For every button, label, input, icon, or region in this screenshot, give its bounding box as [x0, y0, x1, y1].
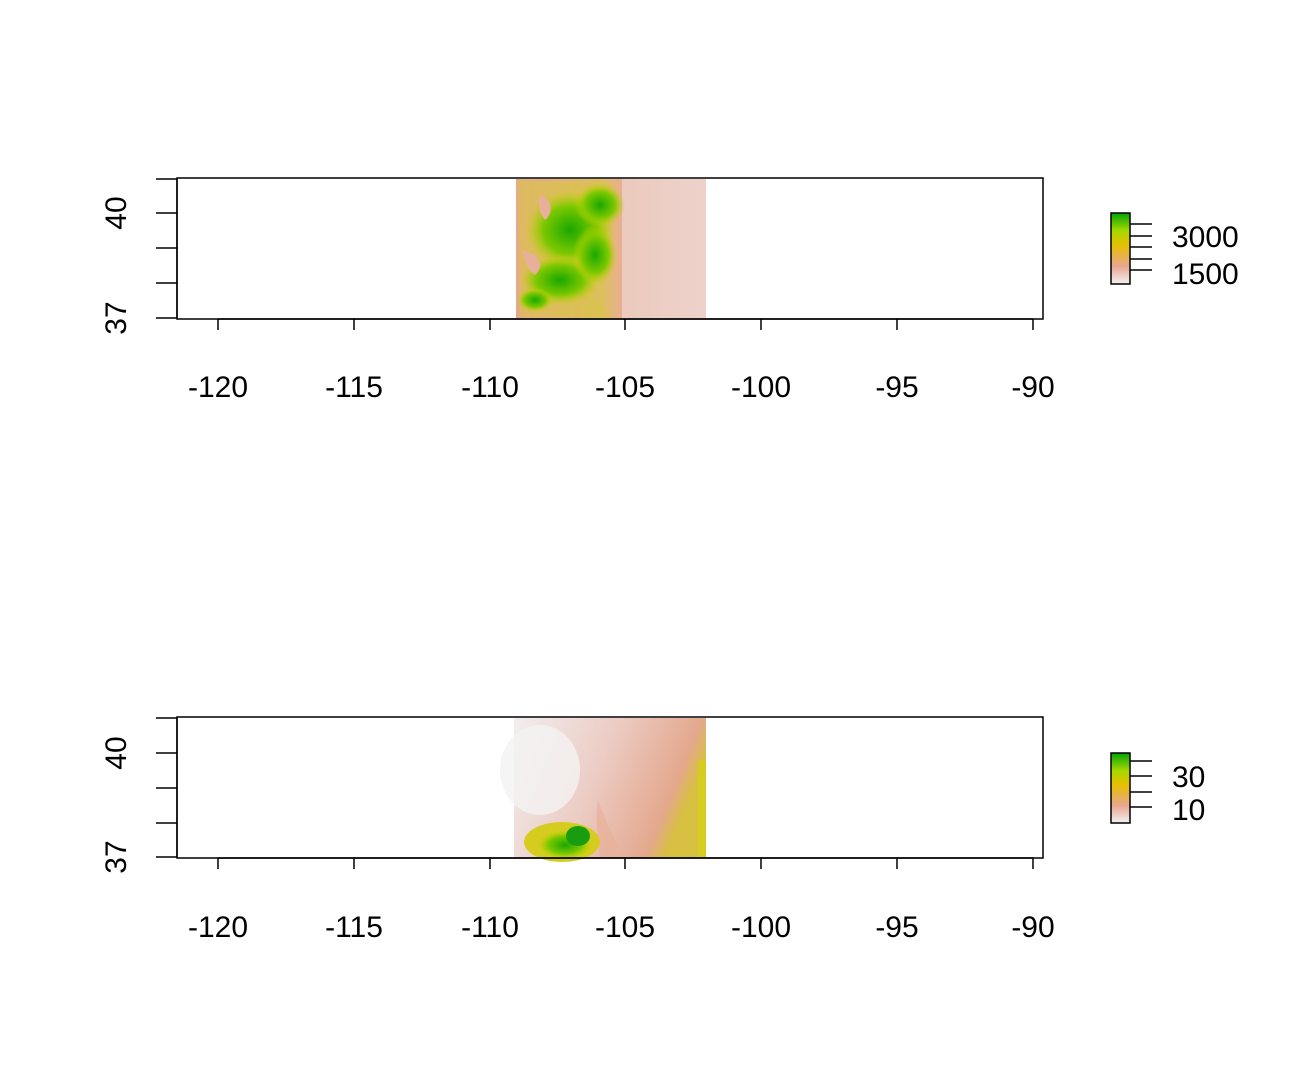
second-layer-x-axis — [217, 857, 1034, 869]
second-layer-x-tick-label: -115 — [325, 911, 383, 944]
second-layer-y-axis — [156, 717, 178, 858]
second-layer-legend-colorbar — [1110, 752, 1131, 824]
second-layer-x-tick-label: -95 — [875, 911, 918, 944]
elevation-x-tick-label: -115 — [325, 371, 383, 404]
elevation-x-tick-label: -95 — [875, 371, 918, 404]
second-layer-x-tick-label: -110 — [461, 911, 519, 944]
second-layer-x-tick-label: -105 — [595, 911, 655, 944]
elevation-y-axis — [156, 178, 178, 319]
elevation-x-tick-label: -110 — [461, 371, 519, 404]
elevation-legend: 3000 1500 — [1110, 212, 1239, 291]
second-layer-legend-label: 10 — [1172, 794, 1205, 827]
second-layer-legend-label: 30 — [1172, 761, 1205, 794]
second-layer-y-tick-label: 37 — [100, 840, 133, 873]
elevation-y-tick-label: 37 — [100, 301, 133, 334]
elevation-x-axis — [217, 318, 1034, 330]
elevation-legend-label: 3000 — [1172, 221, 1239, 254]
second-layer-panel: -120 -115 -110 -105 -100 -95 -90 40 37 — [100, 716, 1205, 944]
elevation-raster — [516, 179, 706, 318]
elevation-legend-colorbar — [1110, 212, 1131, 285]
second-layer-y-tick-label: 40 — [100, 736, 133, 769]
second-layer-x-tick-label: -120 — [188, 911, 248, 944]
elevation-panel: -120 -115 -110 -105 -100 -95 -90 40 37 — [100, 177, 1239, 404]
elevation-x-tick-label: -120 — [188, 371, 248, 404]
second-layer-x-tick-label: -100 — [731, 911, 791, 944]
elevation-x-tick-label: -90 — [1011, 371, 1054, 404]
elevation-x-tick-label: -105 — [595, 371, 655, 404]
elevation-legend-label: 1500 — [1172, 258, 1239, 291]
second-layer-x-tick-label: -90 — [1011, 911, 1054, 944]
second-layer-legend: 30 10 — [1110, 752, 1205, 827]
elevation-x-tick-label: -100 — [731, 371, 791, 404]
second-layer-raster — [500, 718, 706, 862]
elevation-y-tick-label: 40 — [100, 196, 133, 229]
